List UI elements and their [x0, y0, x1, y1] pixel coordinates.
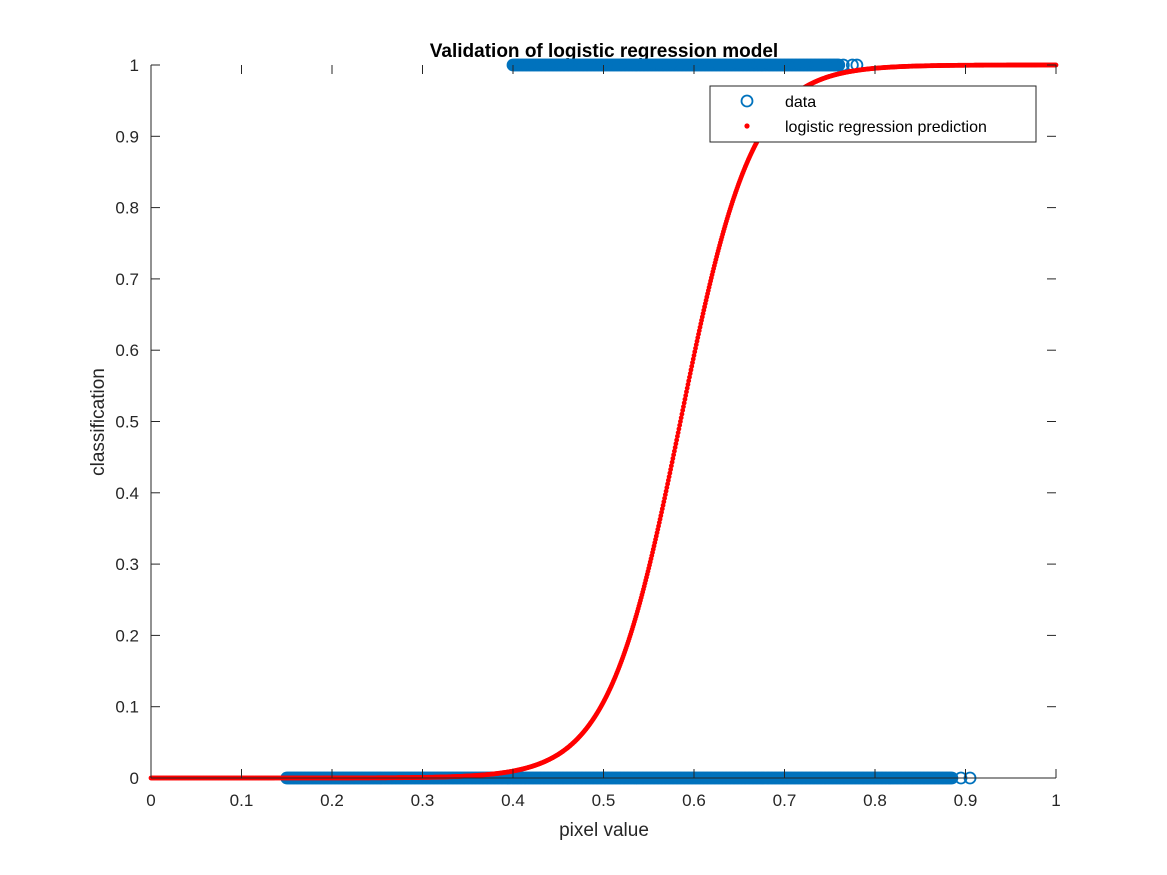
prediction-point	[677, 422, 683, 428]
prediction-point	[668, 463, 674, 469]
y-tick-label: 0.1	[115, 698, 139, 717]
prediction-point	[675, 433, 680, 439]
legend-prediction-marker	[744, 123, 750, 129]
data-series	[280, 58, 977, 785]
prediction-point	[670, 456, 676, 461]
y-tick-label: 0.9	[115, 127, 139, 146]
prediction-point	[671, 448, 677, 454]
y-tick-label: 0	[130, 769, 139, 788]
prediction-point	[669, 459, 675, 465]
y-axis-label: classification	[88, 368, 109, 476]
prediction-point	[666, 474, 672, 480]
legend-box	[709, 85, 1037, 143]
prediction-point	[664, 485, 670, 490]
prediction-point	[680, 407, 686, 413]
prediction-point	[673, 441, 679, 447]
prediction-point	[684, 389, 689, 395]
prediction-point	[691, 353, 697, 358]
prediction-point	[687, 371, 693, 376]
x-tick-label: 1	[1051, 791, 1060, 810]
x-tick-label: 0.9	[954, 791, 978, 810]
prediction-point	[667, 470, 673, 476]
legend-data-label: data	[785, 94, 816, 111]
x-tick-label: 0	[146, 791, 155, 810]
y-tick-label: 0.5	[115, 413, 139, 432]
prediction-point	[668, 467, 674, 472]
prediction-point	[681, 404, 686, 410]
legend-prediction-label: logistic regression prediction	[785, 119, 987, 136]
prediction-point	[678, 419, 683, 424]
prediction-point	[686, 378, 692, 384]
y-tick-label: 0.6	[115, 341, 139, 360]
plot-data	[148, 58, 1059, 785]
prediction-point	[681, 400, 687, 406]
prediction-point	[665, 481, 671, 487]
prediction-point	[665, 477, 671, 483]
x-tick-label: 0.5	[592, 791, 616, 810]
y-tick-label: 0.2	[115, 626, 139, 645]
prediction-point	[674, 437, 680, 443]
prediction-point	[675, 430, 681, 436]
y-tick-label: 0.8	[115, 199, 139, 218]
legend: data logistic regression prediction	[709, 85, 1037, 143]
prediction-point	[685, 382, 691, 387]
prediction-point	[676, 426, 682, 432]
y-tick-label: 1	[130, 56, 139, 75]
prediction-point	[683, 393, 689, 398]
y-tick-label: 0.7	[115, 270, 139, 289]
prediction-point	[679, 411, 685, 417]
prediction-point	[690, 356, 696, 362]
y-tick-label: 0.3	[115, 555, 139, 574]
prediction-point	[687, 374, 692, 380]
y-axis-ticks: 0 0.1 0.2 0.3 0.4 0.5 0.6 0.7 0.8 0.9 1	[115, 56, 1056, 788]
prediction-point	[678, 415, 684, 421]
prediction-point	[692, 349, 698, 355]
legend-data-marker	[740, 94, 754, 108]
prediction-point	[688, 367, 694, 373]
axes	[150, 65, 1056, 779]
y-tick-label: 0.4	[115, 484, 139, 503]
x-axis-ticks: 0 0.1 0.2 0.3 0.4 0.5 0.6 0.7 0.8 0.9 1	[146, 65, 1061, 810]
prediction-point	[690, 360, 695, 366]
x-tick-label: 0.1	[230, 791, 254, 810]
x-tick-label: 0.2	[320, 791, 344, 810]
chart-title: Validation of logistic regression model	[430, 41, 778, 62]
x-tick-label: 0.8	[863, 791, 887, 810]
prediction-point	[671, 452, 677, 458]
x-tick-label: 0.4	[501, 791, 525, 810]
prediction-point	[684, 385, 690, 391]
prediction-series	[148, 62, 1059, 781]
prediction-point	[689, 363, 695, 369]
prediction-point	[682, 396, 688, 402]
prediction-point	[672, 445, 678, 450]
x-axis-label: pixel value	[559, 820, 649, 841]
x-tick-label: 0.3	[411, 791, 435, 810]
prediction-point	[662, 492, 668, 498]
x-tick-label: 0.6	[682, 791, 706, 810]
prediction-point	[663, 488, 669, 494]
data-point	[832, 58, 846, 72]
x-tick-label: 0.7	[773, 791, 797, 810]
